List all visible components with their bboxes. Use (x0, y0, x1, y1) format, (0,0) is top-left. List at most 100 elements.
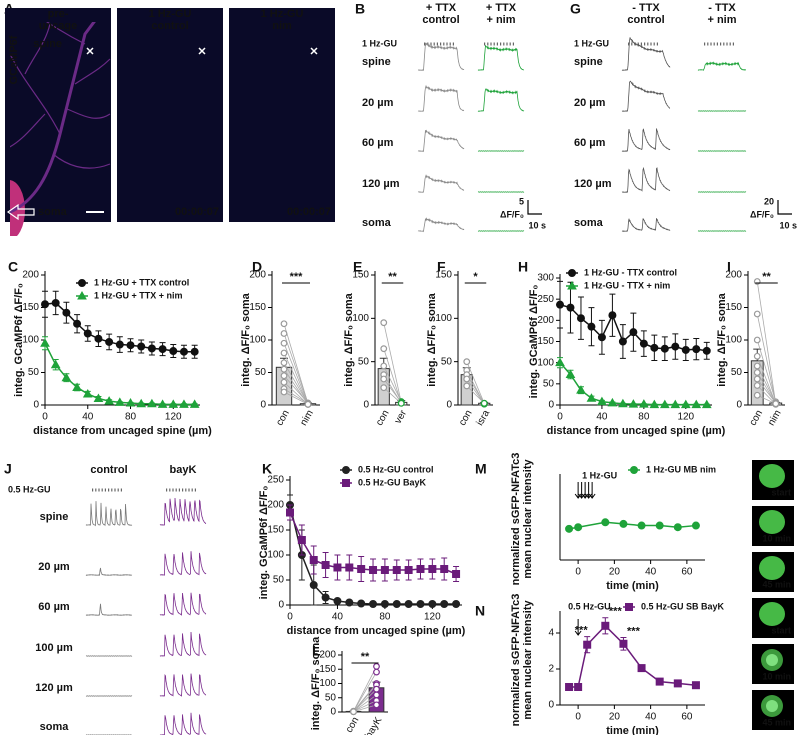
data-point (619, 519, 628, 528)
pair-point (373, 663, 380, 670)
data-point (601, 518, 610, 527)
data-point (555, 357, 565, 367)
image (5, 8, 111, 222)
panel-label: D (252, 259, 262, 275)
data-point (333, 597, 342, 605)
data-point (309, 556, 318, 564)
data-point (93, 393, 104, 402)
legend-marker (567, 280, 577, 290)
image-title: 1 Hz-GU (261, 8, 304, 20)
y-tick-label: 150 (725, 302, 742, 313)
legend-label: 1 Hz-GU + TTX + nim (94, 290, 183, 300)
data-point (655, 677, 664, 686)
pair-point (280, 339, 288, 347)
thumbnail-label: 10 min (762, 671, 791, 681)
significance-label: ** (361, 651, 370, 663)
data-point (691, 399, 702, 409)
spine-marker (198, 47, 206, 55)
data-point (147, 398, 157, 408)
data-point (168, 399, 179, 408)
pair-line (756, 313, 777, 404)
y-tick-label: 0 (363, 400, 369, 411)
y-tick-label: 250 (267, 475, 284, 486)
x-axis-label: distance from uncaged spine (µm) (33, 425, 212, 437)
pair-point (280, 388, 288, 396)
image-title: nim (272, 20, 292, 32)
image-title: 1 Hz-GU (149, 8, 192, 20)
y-axis-label: mean nuclear intensity (522, 459, 534, 579)
pair-line (353, 704, 377, 713)
legend-marker (77, 290, 87, 300)
x-axis-label: time (min) (606, 580, 659, 592)
y-tick-label: 100 (537, 357, 554, 368)
row-label: 120 µm (362, 178, 400, 190)
column-title: control (627, 14, 664, 26)
trace (417, 217, 465, 233)
row-label: 100 µm (35, 642, 73, 654)
data-point (566, 303, 575, 312)
pair-line (353, 688, 377, 712)
panel-label: K (262, 461, 272, 477)
thumbnail-label: 45 min (762, 579, 791, 589)
row-label: soma (40, 721, 70, 733)
pair-point (753, 336, 761, 344)
data-point (416, 565, 425, 573)
y-tick-label: 0 (33, 400, 39, 411)
data-point (452, 600, 461, 608)
trace (159, 592, 207, 616)
y-tick-label: 50 (325, 692, 337, 703)
indicator-label: GCaMP6f (8, 35, 20, 84)
y-tick-label: 150 (352, 270, 369, 281)
y-tick-label: 50 (441, 356, 453, 367)
pair-line (756, 281, 777, 404)
pair-line (383, 365, 402, 402)
y-tick-label: 100 (435, 313, 452, 324)
data-point (649, 399, 660, 409)
data-point (62, 308, 71, 317)
data-point (673, 523, 682, 532)
y-tick-label: 150 (249, 302, 266, 313)
data-point (105, 337, 114, 346)
thumbnail-label: 10 min (762, 533, 791, 543)
stimulus-label: 1 Hz-GU (574, 38, 609, 48)
pair-point (753, 352, 761, 360)
pair-point (380, 362, 388, 370)
data-point (655, 521, 664, 530)
scale-unit: ΔF/F₀ (750, 209, 774, 219)
scale-time: 10 s (779, 220, 797, 230)
x-tick-label: 0 (287, 612, 293, 623)
data-point (189, 399, 200, 408)
y-axis-label: integ. ΔF/F₀ soma (426, 292, 438, 386)
column-title: - TTX (708, 2, 736, 14)
pair-line (283, 381, 309, 405)
pair-point (753, 375, 761, 383)
data-point (286, 508, 294, 517)
pair-line (756, 385, 777, 405)
data-point (660, 344, 669, 353)
dendrite (45, 22, 86, 45)
data-point (147, 344, 156, 353)
pair-line (353, 671, 377, 712)
legend-label: 1 Hz-GU MB nim (646, 464, 716, 474)
data-point (583, 640, 592, 649)
row-label: 20 µm (362, 97, 394, 109)
data-point (321, 561, 330, 569)
data-point (369, 600, 378, 608)
pair-point (463, 358, 471, 366)
image-title: pre- (48, 8, 69, 20)
pair-point (280, 359, 288, 367)
x-tick-label: 40 (645, 712, 657, 723)
y-tick-label: 0 (260, 400, 266, 411)
row-label: 60 µm (362, 137, 394, 149)
legend-marker (78, 279, 86, 287)
x-tick-label: con (748, 408, 766, 427)
data-point (618, 398, 628, 408)
y-axis-label: integ. GCaMP6f ΔF/F₀ (13, 283, 25, 397)
data-point (40, 338, 50, 347)
data-point (41, 300, 49, 309)
panel-label: C (8, 259, 18, 275)
trace (85, 567, 133, 576)
data-point (608, 311, 617, 320)
y-tick-label: 50 (28, 367, 40, 378)
data-point (94, 334, 103, 343)
